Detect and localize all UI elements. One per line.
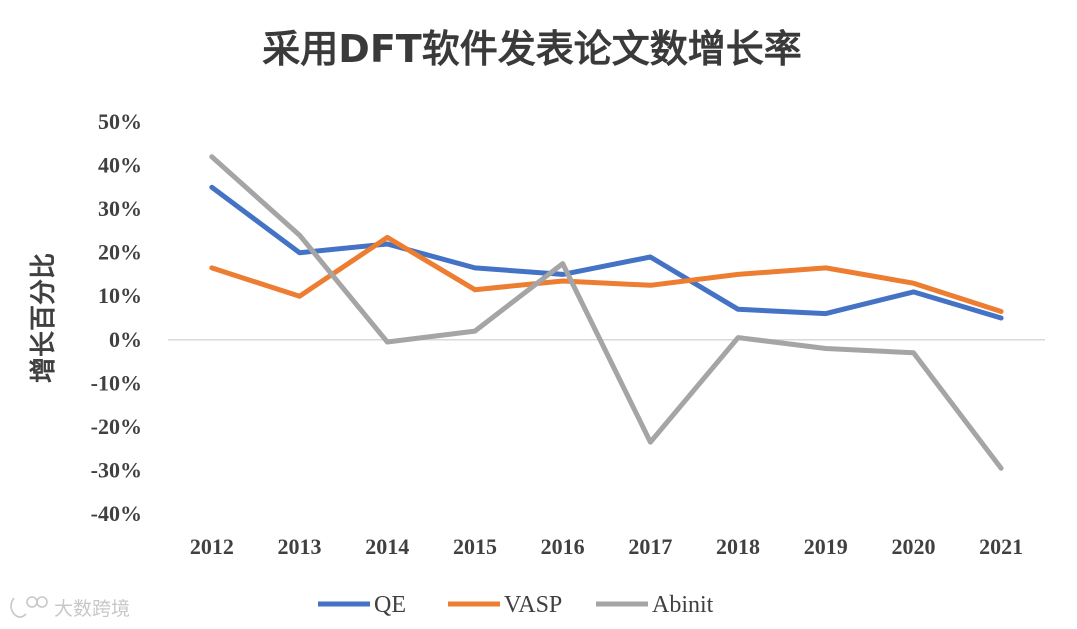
y-tick-label: -40% [91, 501, 142, 526]
series-line-abinit [209, 154, 1004, 471]
x-tick-label: 2019 [804, 534, 848, 559]
legend-item-vasp: VASP [448, 592, 562, 618]
legend-label-vasp: VASP [504, 592, 562, 618]
watermark-text: 大数跨境 [54, 598, 130, 620]
legend-label-abinit: Abinit [652, 592, 714, 618]
y-tick-label: -10% [91, 370, 142, 395]
legend-item-abinit: Abinit [596, 592, 714, 618]
y-tick-label: -20% [91, 414, 142, 439]
y-tick-label: 40% [98, 153, 142, 178]
watermark-logo-icon [10, 596, 48, 618]
x-tick-label: 2020 [891, 534, 935, 559]
series-line-qe [209, 184, 1004, 321]
y-axis-label: 增长百分比 [28, 253, 59, 383]
x-tick-label: 2014 [365, 534, 409, 559]
y-tick-label: 0% [109, 327, 142, 352]
y-tick-label: 20% [98, 240, 142, 265]
x-tick-label: 2018 [716, 534, 760, 559]
legend-label-qe: QE [374, 592, 406, 618]
x-tick-label: 2015 [453, 534, 497, 559]
chart-title: 采用DFT软件发表论文数增长率 [262, 27, 801, 71]
x-tick-label: 2021 [979, 534, 1023, 559]
x-axis-ticks: 2012 2013 2014 2015 2016 2017 2018 2019 2020 2021 [190, 534, 1023, 559]
x-tick-label: 2016 [541, 534, 585, 559]
y-axis-ticks: -40% -30% -20% -10% 0% 10% 20% 30% 40% 50% [91, 109, 142, 526]
y-tick-label: -30% [91, 457, 142, 482]
series-lines [209, 154, 1004, 471]
x-tick-label: 2017 [628, 534, 672, 559]
x-tick-label: 2012 [190, 534, 234, 559]
x-tick-label: 2013 [278, 534, 322, 559]
legend-item-qe: QE [318, 592, 406, 618]
series-line-vasp [209, 234, 1004, 314]
y-tick-label: 50% [98, 109, 142, 134]
watermark: 大数跨境 [10, 596, 130, 620]
y-tick-label: 10% [98, 283, 142, 308]
legend: QE VASP Abinit [318, 592, 714, 618]
y-tick-label: 30% [98, 196, 142, 221]
